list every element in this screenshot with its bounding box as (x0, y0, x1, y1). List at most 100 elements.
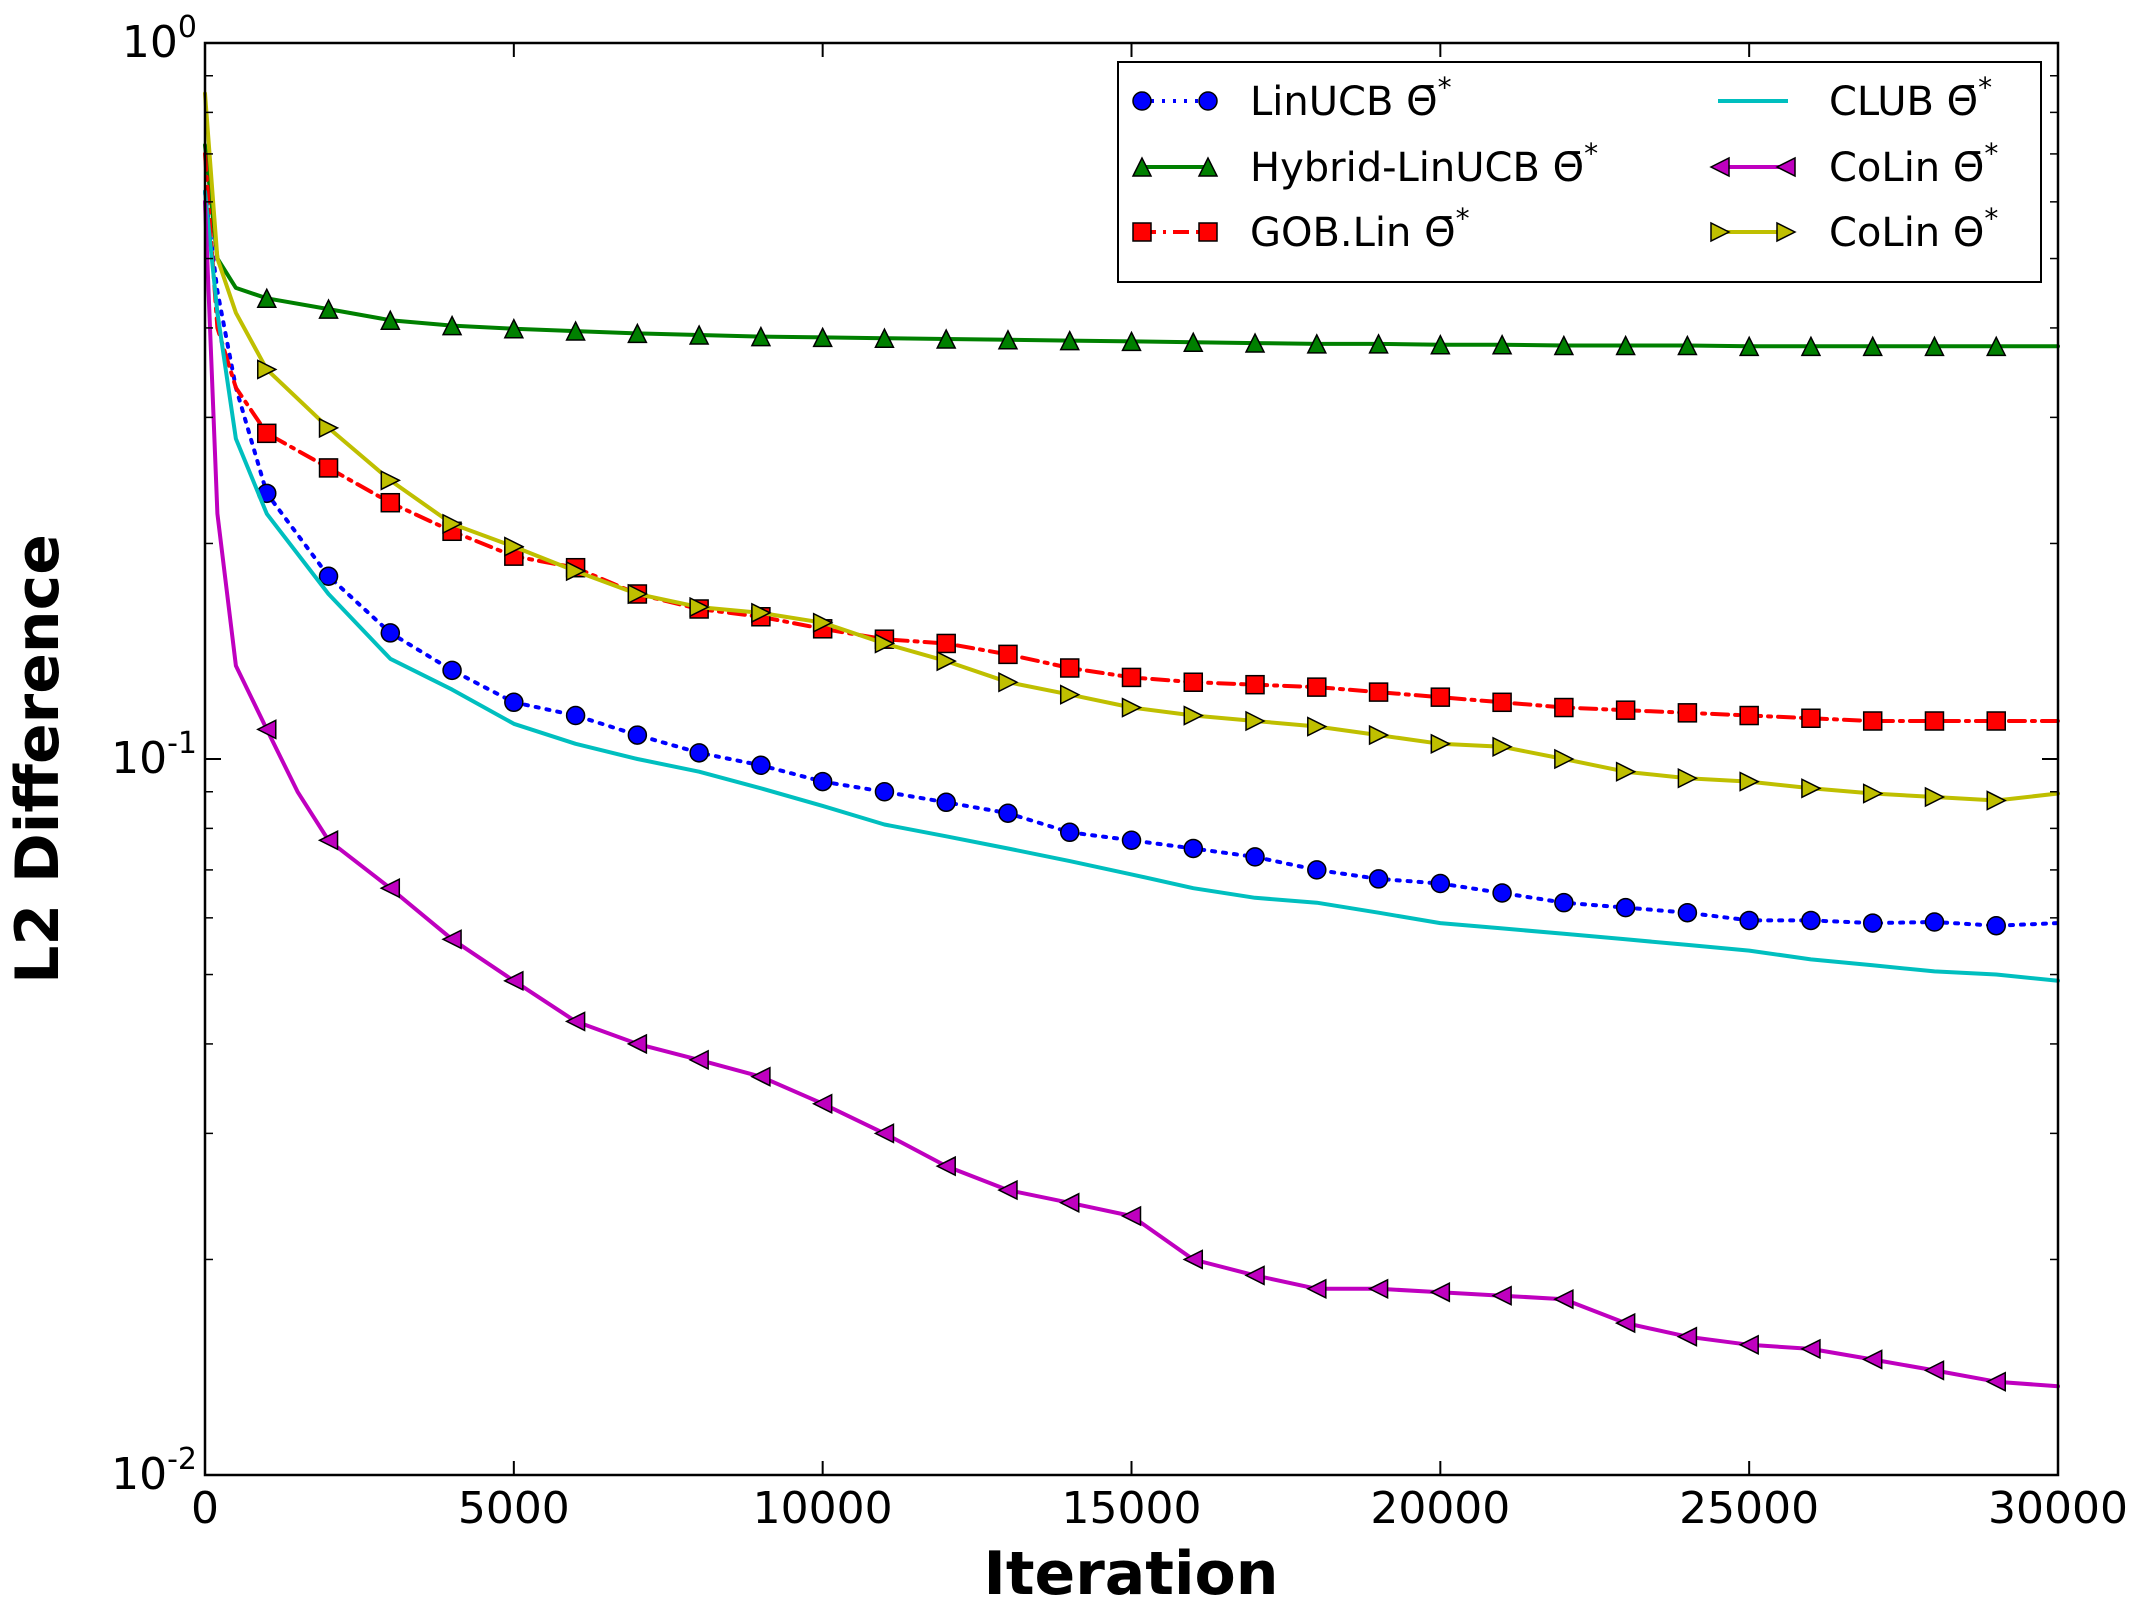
data-point-5-6 (442, 513, 463, 535)
series-2 (203, 151, 2060, 731)
data-point-2-18 (1183, 672, 1204, 692)
data-point-5-4 (318, 417, 340, 439)
data-point-2-28 (1801, 708, 1821, 729)
data-point-4-23 (1429, 1282, 1451, 1303)
data-point-0-20 (1307, 860, 1327, 880)
data-point-5-7 (504, 536, 525, 557)
data-point-1-9 (627, 322, 648, 344)
data-point-0-13 (874, 782, 895, 802)
data-point-2-21 (1368, 682, 1389, 702)
data-point-1-29 (1862, 335, 1883, 357)
data-point-5-22 (1430, 733, 1452, 755)
data-point-2-4 (318, 458, 339, 478)
data-point-5-16 (1059, 684, 1081, 705)
data-point-0-17 (1121, 830, 1142, 851)
data-point-0-29 (1862, 913, 1883, 933)
data-point-1-22 (1430, 334, 1451, 355)
data-point-5-28 (1801, 778, 1822, 799)
data-point-4-26 (1614, 1312, 1636, 1334)
data-point-5-11 (751, 602, 772, 624)
data-point-1-30 (1924, 335, 1945, 357)
data-point-2-27 (1739, 705, 1759, 726)
legend-label-1: Hybrid-LinUCB Θ̄* (1250, 137, 1598, 191)
data-point-2-17 (1121, 667, 1142, 688)
legend-box (1117, 61, 2042, 283)
data-point-4-32 (1985, 1371, 2006, 1392)
legend-marker-end-1 (1197, 156, 1219, 177)
data-point-2-31 (1986, 711, 2006, 731)
data-point-5-17 (1121, 697, 1143, 718)
data-point-0-9 (627, 725, 648, 745)
data-point-4-30 (1862, 1349, 1883, 1370)
series-1 (203, 143, 2060, 357)
data-point-2-20 (1307, 677, 1327, 697)
data-point-5-14 (936, 650, 957, 672)
data-point-0-28 (1801, 910, 1821, 931)
x-tick-label-3: 15000 (1062, 1483, 1202, 1534)
data-point-4-8 (503, 970, 524, 992)
data-point-1-14 (935, 328, 957, 349)
data-point-0-31 (1986, 915, 2006, 936)
data-point-1-4 (318, 298, 339, 319)
data-point-1-3 (256, 287, 277, 309)
legend-marker-end-0 (1198, 91, 1218, 111)
data-point-4-16 (997, 1179, 1018, 1201)
data-point-2-19 (1245, 674, 1265, 695)
y-tick-label-1: 10-1 (111, 726, 197, 784)
data-point-4-15 (935, 1155, 956, 1177)
legend-marker-5 (1710, 221, 1731, 243)
data-point-1-12 (812, 326, 833, 348)
data-point-5-19 (1245, 710, 1266, 732)
data-point-5-20 (1307, 716, 1328, 737)
x-tick-label-1: 5000 (458, 1483, 570, 1534)
data-point-5-15 (998, 672, 1019, 693)
data-point-0-19 (1245, 847, 1265, 867)
data-point-4-6 (379, 877, 401, 899)
data-point-2-16 (1059, 658, 1080, 678)
series-line-4 (203, 199, 2060, 1389)
series-4 (203, 199, 2060, 1392)
data-point-1-16 (1059, 329, 1080, 351)
series-line-3 (203, 189, 2060, 983)
legend-marker-2 (1132, 222, 1152, 242)
data-point-4-13 (811, 1093, 833, 1114)
data-point-1-17 (1121, 330, 1142, 352)
data-point-5-5 (380, 470, 401, 491)
data-point-1-19 (1244, 332, 1266, 353)
data-point-0-26 (1677, 902, 1698, 923)
data-point-4-25 (1553, 1288, 1574, 1310)
legend-label-2: GOB.Lin Θ̄* (1250, 202, 1470, 256)
data-point-1-10 (688, 324, 710, 345)
data-point-0-4 (318, 566, 339, 586)
series-5 (203, 91, 2060, 811)
data-point-4-14 (873, 1123, 895, 1144)
data-point-5-29 (1862, 783, 1884, 804)
data-point-1-27 (1738, 335, 1760, 357)
data-point-0-30 (1924, 912, 1945, 932)
y-axis-title: L2 Difference (3, 534, 73, 984)
data-point-4-10 (626, 1033, 648, 1055)
data-point-0-22 (1430, 873, 1451, 894)
data-point-0-18 (1183, 838, 1204, 859)
data-point-1-31 (1986, 335, 2007, 357)
data-point-4-3 (256, 719, 277, 740)
legend-label-4: CoLin Θ̄* (1829, 137, 1998, 191)
data-point-5-21 (1368, 724, 1390, 746)
series-3 (203, 189, 2060, 983)
data-point-1-6 (441, 314, 463, 336)
data-point-2-22 (1430, 687, 1451, 707)
data-point-4-28 (1738, 1334, 1759, 1356)
data-point-4-29 (1800, 1338, 1821, 1360)
legend-marker-4 (1709, 156, 1730, 178)
data-point-1-23 (1491, 334, 1513, 355)
data-point-0-23 (1492, 883, 1512, 903)
data-point-5-30 (1924, 786, 1946, 808)
data-point-4-11 (688, 1049, 709, 1071)
data-point-5-3 (257, 359, 278, 380)
data-point-4-12 (750, 1066, 771, 1087)
y-tick-label-2: 10-2 (111, 1442, 197, 1500)
data-point-0-16 (1059, 822, 1080, 843)
data-point-0-10 (689, 743, 709, 763)
data-point-4-22 (1367, 1278, 1389, 1300)
